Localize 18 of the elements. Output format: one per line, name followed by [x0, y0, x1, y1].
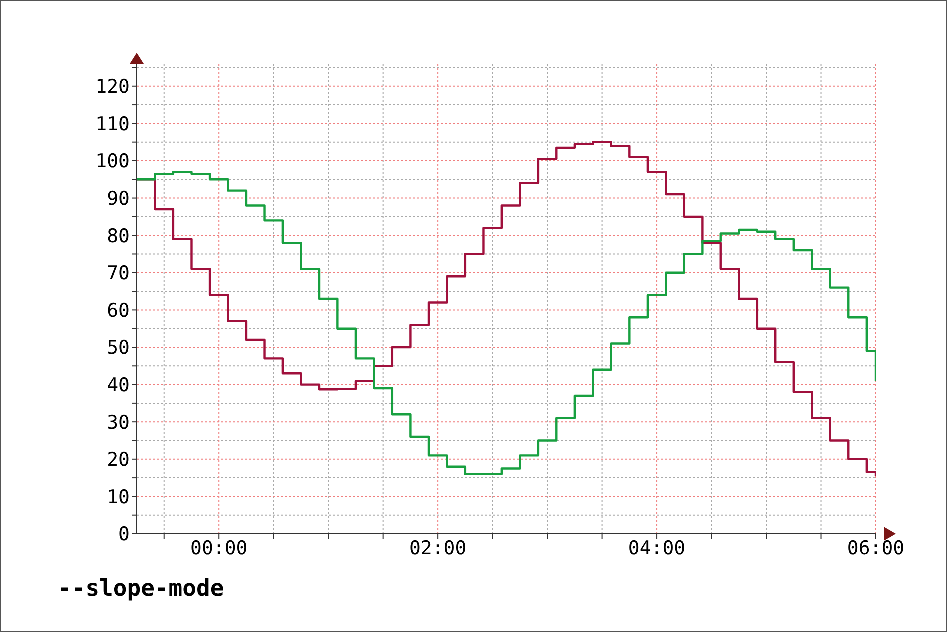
x-tick-label: 00:00: [190, 537, 248, 560]
x-tick-label: 06:00: [847, 537, 905, 560]
y-tick-label: 60: [107, 300, 130, 322]
y-tick-label: 70: [107, 262, 130, 285]
y-tick-label: 110: [96, 113, 130, 136]
y-tick-label: 0: [118, 524, 130, 546]
y-tick-label: 30: [107, 412, 130, 434]
y-tick-label: 100: [96, 150, 130, 173]
y-tick-label: 40: [107, 374, 130, 397]
text: --slope-mode: [58, 576, 224, 602]
y-tick-label: 90: [107, 188, 130, 210]
y-tick-label: 20: [107, 449, 130, 472]
y-tick-label: 50: [107, 337, 130, 360]
y-tick-label: 10: [107, 486, 130, 508]
x-tick-label: 04:00: [628, 537, 686, 560]
x-tick-label: 02:00: [409, 537, 467, 560]
y-tick-label: 80: [107, 225, 130, 248]
y-tick-label: 120: [96, 76, 130, 98]
